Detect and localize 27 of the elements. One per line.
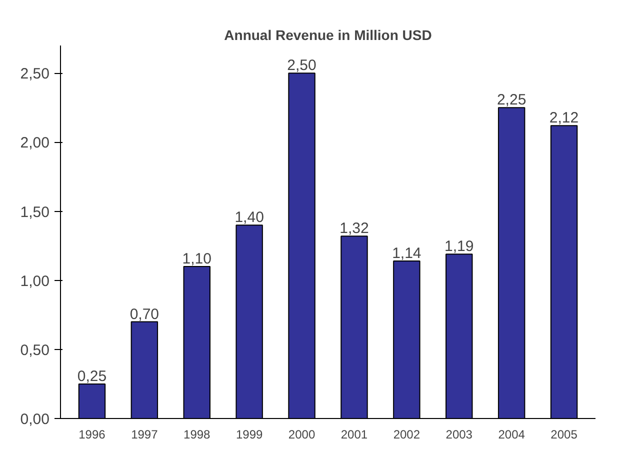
x-tick-label: 2003 [446, 428, 473, 442]
y-tick-label: 1,50 [20, 204, 50, 221]
x-tick-label: 1998 [184, 428, 211, 442]
y-tick-label: 2,00 [20, 134, 50, 152]
chart-title: Annual Revenue in Million USD [224, 27, 432, 43]
data-label: 2,50 [287, 57, 316, 74]
data-label: 1,40 [234, 209, 264, 226]
y-tick-label: 0,50 [20, 342, 50, 359]
data-label: 1,10 [182, 250, 212, 268]
x-tick-label: 1997 [131, 428, 158, 442]
y-tick-label: 2,50 [20, 66, 50, 83]
x-tick-label: 2001 [340, 428, 368, 442]
x-tick-label: 2002 [393, 428, 420, 442]
y-tick-label: 0,00 [20, 411, 50, 428]
data-label: 2,12 [549, 110, 579, 127]
data-label: 1,14 [392, 245, 422, 262]
x-tick-label: 1996 [78, 428, 106, 442]
data-label: 0,25 [77, 368, 107, 385]
x-tick-label: 2004 [498, 428, 526, 442]
data-label: 2,25 [496, 92, 526, 109]
x-tick-label: 2000 [288, 428, 316, 442]
x-tick-label: 1999 [236, 428, 263, 442]
data-label: 1,19 [444, 238, 474, 256]
y-tick-label: 1,00 [20, 272, 50, 290]
data-label: 1,32 [340, 220, 369, 238]
x-tick-label: 2005 [550, 428, 578, 442]
data-label: 0,70 [130, 306, 160, 323]
